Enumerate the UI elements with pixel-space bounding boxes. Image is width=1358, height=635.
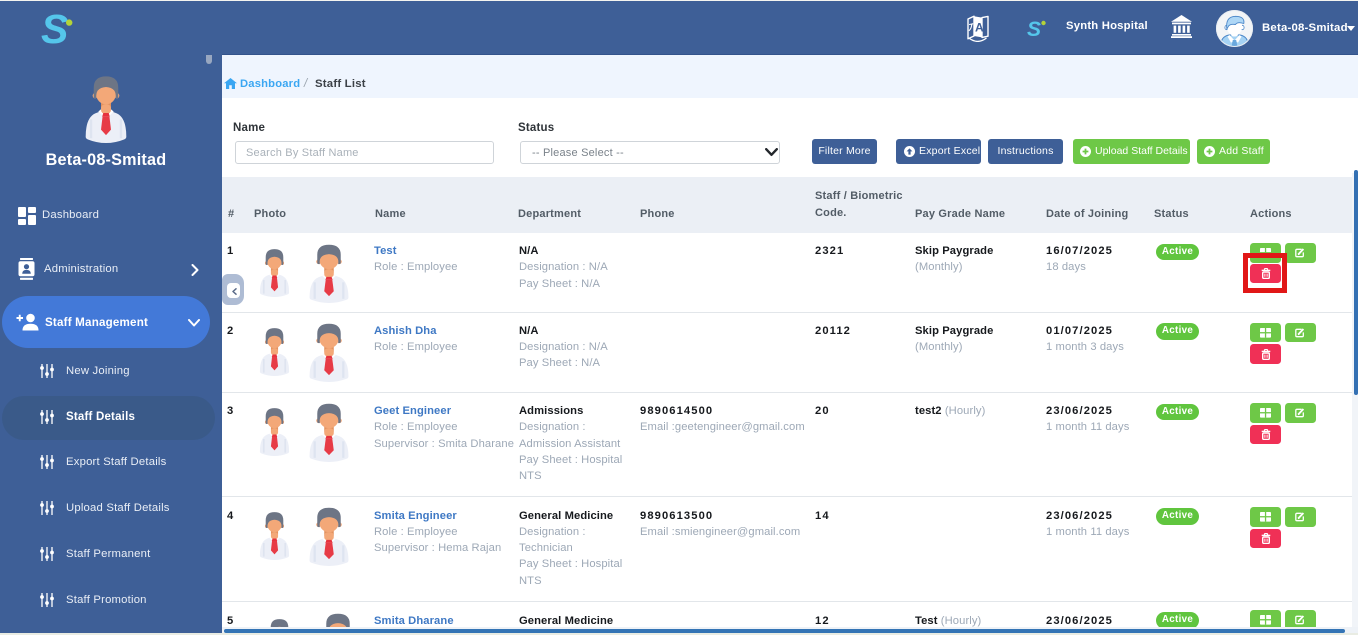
svg-text:S: S [41, 6, 68, 50]
svg-text:A: A [975, 21, 984, 35]
svg-text:S: S [1027, 18, 1041, 40]
